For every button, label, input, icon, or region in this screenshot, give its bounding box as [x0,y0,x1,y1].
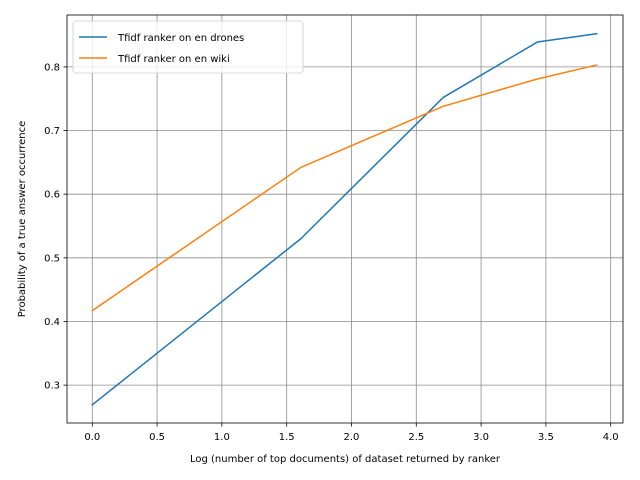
legend: Tfidf ranker on en drones Tfidf ranker o… [72,20,304,74]
x-axis-label: Log (number of top documents) of dataset… [190,454,501,465]
y-axis-ticks: 0.3 0.4 0.5 0.6 0.7 0.8 [44,62,67,392]
y-tick-label: 0.8 [44,62,60,73]
y-axis-label: Probability of a true answer occurrence [17,121,28,318]
legend-box [72,20,304,74]
legend-label-drones: Tfidf ranker on en drones [117,33,244,44]
x-tick-label: 2.0 [344,432,360,443]
axes-frame [66,14,624,424]
x-axis-ticks: 0.0 0.5 1.0 1.5 2.0 2.5 3.0 3.5 4.0 [84,423,619,443]
y-tick-label: 0.5 [44,253,60,264]
x-tick-label: 0.0 [84,432,100,443]
x-tick-label: 4.0 [603,432,619,443]
x-tick-label: 1.5 [279,432,295,443]
grid-lines [67,15,623,423]
plot-area [67,15,623,423]
x-tick-label: 2.5 [408,432,424,443]
x-tick-label: 1.0 [214,432,230,443]
series-line-drones [91,32,598,406]
y-tick-label: 0.6 [44,190,60,201]
x-tick-label: 3.0 [473,432,489,443]
y-tick-label: 0.7 [44,126,60,137]
x-tick-label: 3.5 [538,432,554,443]
x-tick-label: 0.5 [149,432,165,443]
y-tick-label: 0.4 [44,317,60,328]
legend-label-wiki: Tfidf ranker on en wiki [117,54,230,65]
series-line-wiki [91,64,598,312]
y-tick-label: 0.3 [44,381,60,392]
series-lines [91,32,598,406]
